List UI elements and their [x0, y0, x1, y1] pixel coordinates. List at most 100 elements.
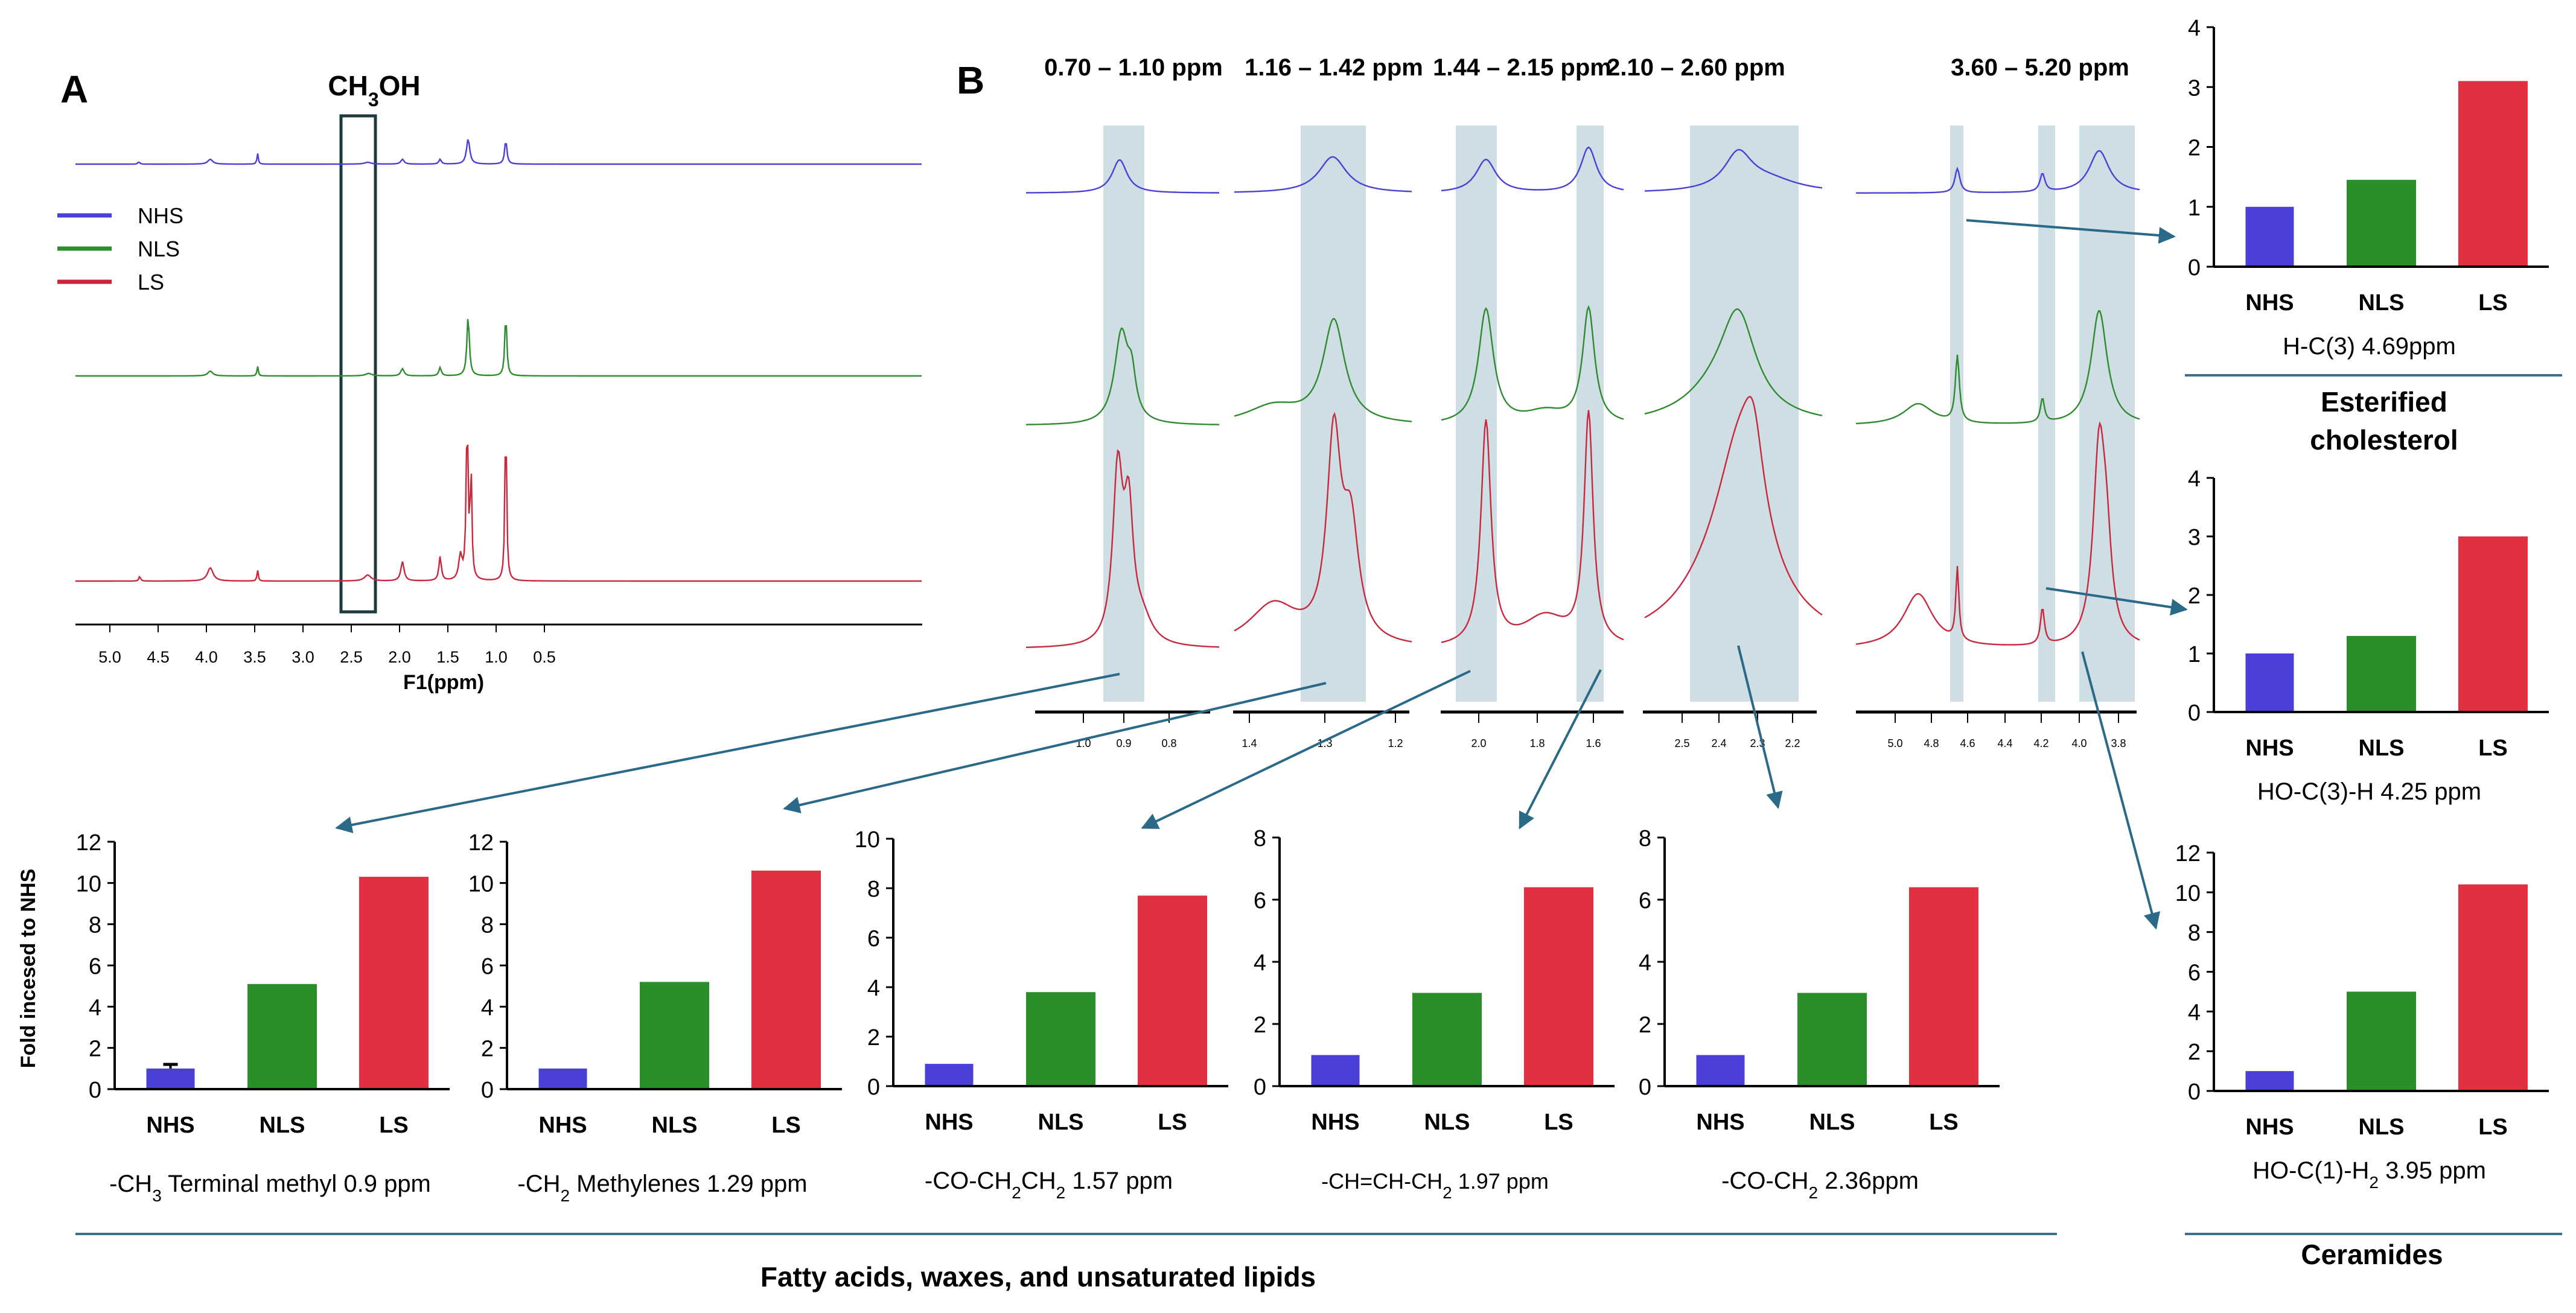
panel-a-x-tick-label: 1.5 [436, 648, 459, 666]
integration-region [1103, 126, 1144, 702]
integration-region [1301, 126, 1366, 702]
bar-chart-title: -CO-CH2 2.36ppm [1721, 1168, 1919, 1202]
panel-b-spectrum-trace [1644, 308, 1823, 416]
bar-y-tick-label: 4 [2188, 1000, 2201, 1025]
panel-b-letter: B [957, 59, 984, 102]
panel-a-spectrum-nls [75, 319, 922, 377]
panel-a-letter: A [60, 68, 88, 111]
bar-y-tick-label: 1 [2188, 196, 2201, 221]
bar-nls [2347, 991, 2416, 1091]
bar-y-tick-label: 8 [2188, 921, 2201, 946]
bar-category-label: NLS [2359, 736, 2405, 761]
bar-y-tick-label: 12 [76, 830, 101, 856]
bar-category-label: LS [1544, 1110, 1573, 1135]
panel-a-x-tick-label: 3.0 [292, 648, 314, 666]
bar-y-tick-label: 12 [2175, 841, 2201, 866]
bar-y-tick-label: 4 [481, 995, 494, 1020]
panel-b-spectrum-trace [1855, 421, 2140, 646]
panel-b-spectrum-trace [1026, 159, 1219, 194]
panel-b-axes: 1.0 0.9 0.8 1.4 1.3 1.2 2.0 1.8 1.6 2.5 2.4 2.3 2.2 5… [1035, 710, 2137, 749]
bar-chart-title: HO-C(1)-H2 3.95 ppm [2252, 1157, 2486, 1192]
bar-category-label: NLS [2359, 290, 2405, 316]
panel-a-x-tick-label: 3.5 [243, 648, 266, 666]
bar-chart-3: 0 2 4 6 8 10 NHS NLS LS -CO-CH2CH2 1.57 ppm [855, 827, 1228, 1202]
bar-y-tick-label: 2 [2188, 1040, 2201, 1065]
panel-b-tick-label: 0.9 [1116, 737, 1131, 749]
bar-category-label: NHS [2245, 290, 2294, 316]
bar-y-tick-label: 0 [89, 1078, 101, 1103]
bar-y-tick-label: 2 [89, 1037, 101, 1062]
bar-y-tick-label: 0 [2188, 1079, 2201, 1105]
panel-a-nmr-spectra: A CH3OH NHS NLS LS 5.0 4.5 4.0 3.5 3.0 2.5 2.0 1.… [57, 68, 922, 694]
panel-b-tick-label: 1.4 [1242, 737, 1257, 749]
panel-b-tick-label: 4.2 [2033, 737, 2048, 749]
panel-b-spectrum-trace [1441, 146, 1624, 192]
legend-label-nls: NLS [138, 237, 180, 261]
connector-arrow [1737, 645, 1783, 809]
panel-b-tick-label: 1.2 [1388, 737, 1403, 749]
panel-b-tick-label: 1.6 [1586, 737, 1601, 749]
bar-chart-4: 0 2 4 6 8 NHS NLS LS -CH=CH-CH2 1.97 ppm [1254, 826, 1615, 1202]
bar-ls [2458, 536, 2528, 712]
bar-ls [2458, 884, 2528, 1091]
bar-y-tick-label: 0 [1254, 1075, 1266, 1100]
connector-arrows [335, 219, 2188, 930]
integration-region [1577, 126, 1604, 702]
bar-y-tick-label: 2 [2188, 136, 2201, 161]
bar-y-tick-label: 6 [481, 954, 494, 979]
bar-category-label: NLS [1809, 1110, 1855, 1135]
bar-y-tick-label: 6 [1639, 888, 1651, 914]
bar-category-label: NHS [1696, 1110, 1744, 1135]
panel-b-tick-label: 2.4 [1711, 737, 1726, 749]
bar-chart-title: H-C(3) 4.69ppm [2283, 333, 2456, 360]
bar-y-tick-label: 0 [481, 1078, 494, 1103]
bar-chart-title: -CH2 Methylenes 1.29 ppm [517, 1171, 807, 1205]
bar-y-tick-label: 0 [2188, 255, 2201, 281]
bar-category-label: LS [2478, 290, 2508, 316]
panel-b-spectrum-trace [1026, 449, 1219, 648]
bar-ls [2458, 81, 2528, 267]
panel-a-x-tick-label: 2.0 [388, 648, 411, 666]
bar-nhs [2245, 653, 2294, 712]
bar-y-tick-label: 4 [1254, 950, 1266, 976]
panel-a-x-tick-label: 4.0 [195, 648, 218, 666]
bar-chart-1: 0 2 4 6 8 10 12 NHS NLS LS -CH3 Terminal methyl 0.… [76, 830, 450, 1205]
bar-ls [751, 870, 821, 1089]
connector-arrow [1141, 670, 1471, 829]
panel-b-tick-label: 2.0 [1471, 737, 1486, 749]
bar-category-label: NLS [1038, 1110, 1084, 1135]
panel-b-spectrum-traces [1026, 146, 2140, 648]
panel-b-tick-label: 0.8 [1161, 737, 1176, 749]
bar-y-tick-label: 2 [2188, 583, 2201, 609]
bar-y-tick-label: 4 [1639, 950, 1651, 976]
panel-b-tick-label: 1.3 [1317, 737, 1332, 749]
bar-category-label: NHS [2245, 1114, 2294, 1140]
panel-a-x-tick-label: 1.0 [485, 648, 508, 666]
integration-region [2079, 126, 2135, 702]
bar-y-tick-label: 1 [2188, 642, 2201, 667]
bar-chart-title: HO-C(3)-H 4.25 ppm [2257, 778, 2481, 805]
panel-a-x-tick-label: 4.5 [147, 648, 170, 666]
bar-nls [2347, 180, 2416, 267]
bar-category-label: LS [1158, 1110, 1187, 1135]
bar-nls [640, 982, 709, 1089]
integration-region [1456, 126, 1497, 702]
bar-category-label: NHS [2245, 736, 2294, 761]
panel-b-tick-label: 4.8 [1924, 737, 1939, 749]
panel-b-tick-label: 1.8 [1529, 737, 1545, 749]
bar-ls [1524, 887, 1593, 1086]
panel-b-spectrum-trace [1234, 156, 1412, 193]
legend-label-ls: LS [138, 270, 164, 294]
panel-a-spectrum-nhs [75, 139, 922, 165]
ceramides-group-label: Ceramides [2301, 1239, 2443, 1270]
bar-y-tick-label: 0 [2188, 701, 2201, 726]
panel-b-tick-label: 4.4 [1997, 737, 2012, 749]
bar-y-tick-label: 2 [1254, 1013, 1266, 1038]
bar-nhs [538, 1068, 587, 1089]
bar-y-tick-label: 6 [2188, 961, 2201, 986]
panel-b-tick-label: 4.6 [1960, 737, 1975, 749]
bar-y-tick-label: 2 [1639, 1013, 1651, 1038]
ppm-range-label: 2.10 – 2.60 ppm [1607, 54, 1785, 81]
